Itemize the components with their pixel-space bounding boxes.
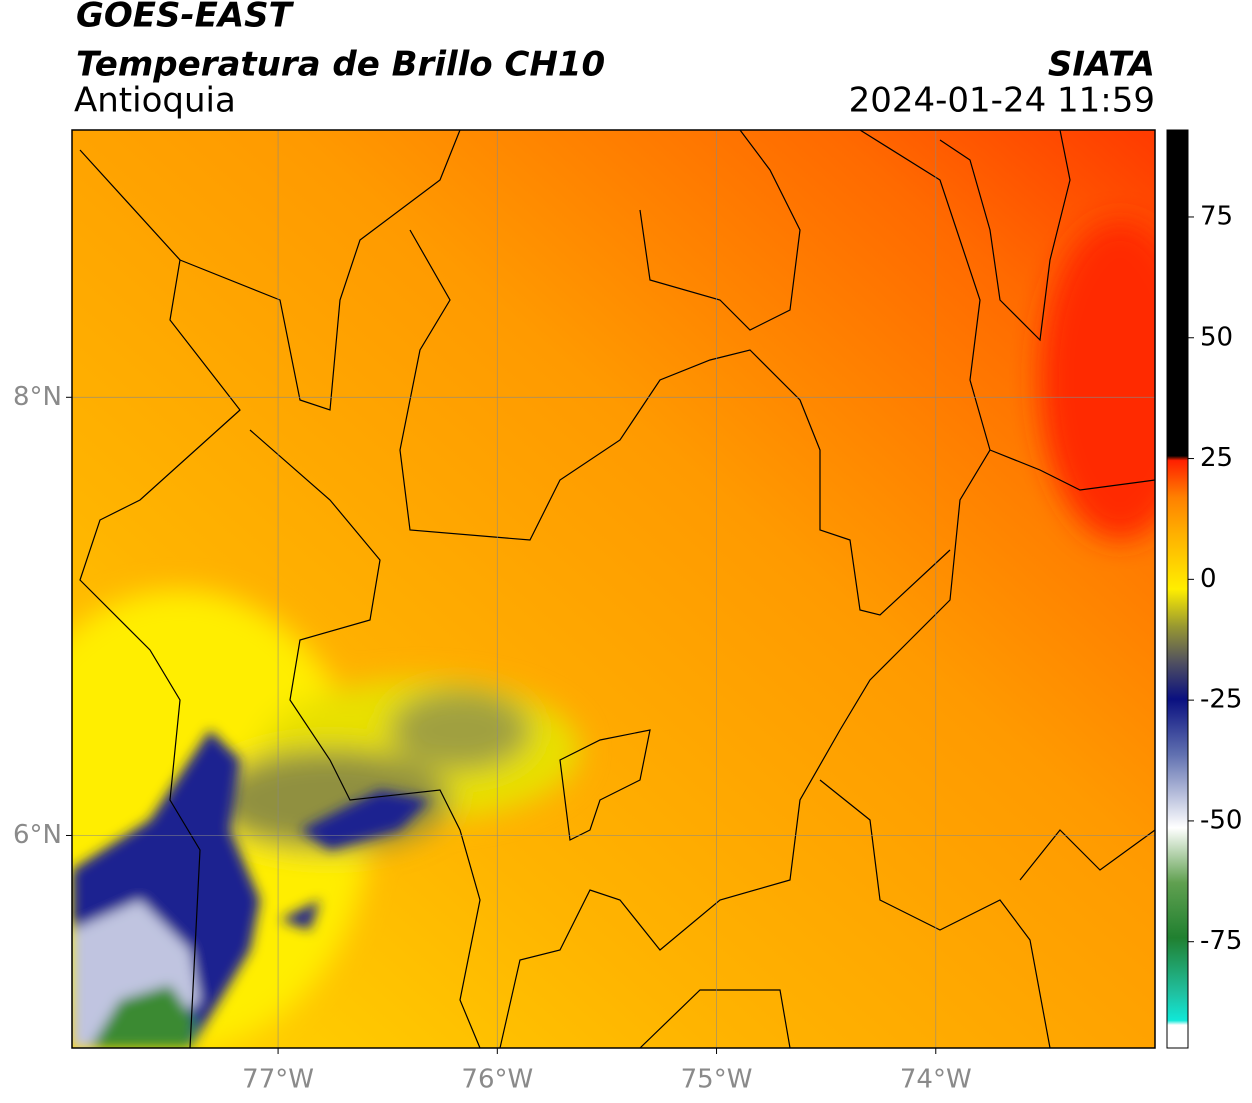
colorbar-tick-label: 75 [1200,201,1233,231]
map-frame [71,129,1156,1049]
x-tick-label: 74°W [900,1065,972,1095]
x-tick-label: 77°W [242,1065,314,1095]
title: GOES-EAST [76,0,295,36]
subtitle: Temperatura de Brillo CH10 [76,45,605,85]
colorbar-tick-label: 0 [1200,564,1217,594]
x-tick-label: 76°W [461,1065,533,1095]
colorbar-tick-label: -50 [1200,805,1242,835]
y-tick-label: 6°N [13,820,62,850]
colorbar [1166,129,1189,1049]
region: Antioquia [74,81,236,121]
y-tick-label: 8°N [13,382,62,412]
x-tick-label: 75°W [681,1065,753,1095]
colorbar-tick-label: -25 [1200,685,1242,715]
map-image [72,130,1155,1048]
grid [72,130,1155,1048]
datetime: 2024-01-24 11:59 [849,81,1155,121]
colorbar-tick-label: 25 [1200,443,1233,473]
boundaries [79,130,1155,1048]
colorbar-tick-label: 50 [1200,322,1233,352]
colorbar-tick-label: -75 [1200,926,1242,956]
source: SIATA [1048,45,1155,85]
